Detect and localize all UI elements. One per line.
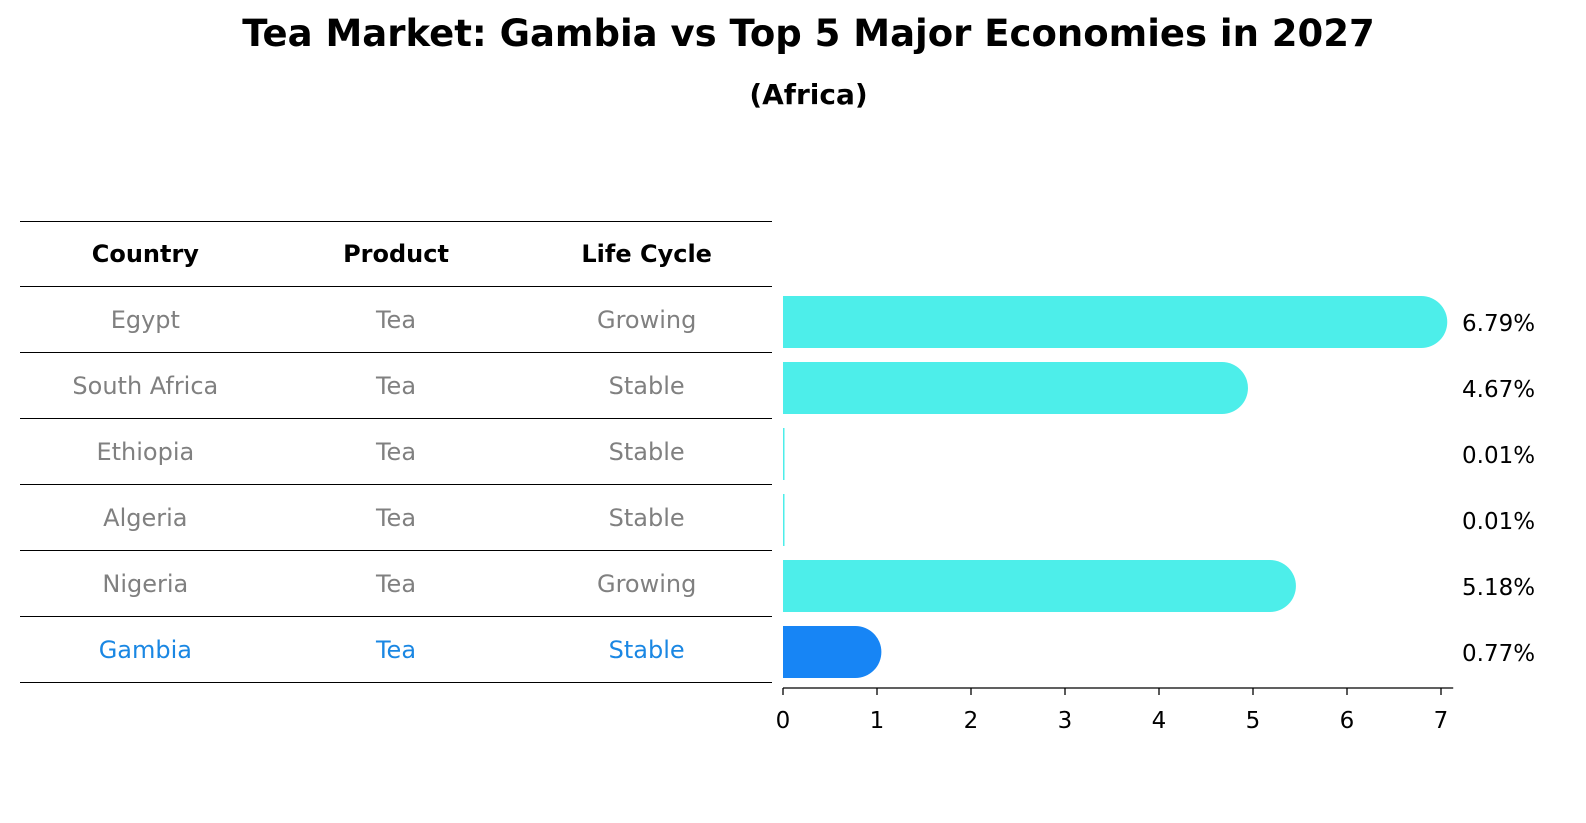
product-cell: Tea xyxy=(375,437,417,466)
country-cell: Ethiopia xyxy=(96,437,195,466)
table-row: Ethiopia Tea Stable xyxy=(20,419,772,485)
bar-south-africa xyxy=(783,362,1248,414)
table-row: Egypt Tea Growing xyxy=(20,287,772,353)
country-table: Country Product Life Cycle Egypt Tea Gro… xyxy=(20,221,772,683)
x-tick-label: 7 xyxy=(1434,708,1449,734)
table-row: Algeria Tea Stable xyxy=(20,485,772,551)
chart-title: Tea Market: Gambia vs Top 5 Major Econom… xyxy=(242,12,1375,55)
life-cycle-cell: Growing xyxy=(596,569,697,598)
country-cell: South Africa xyxy=(72,371,219,400)
value-label: 0.01% xyxy=(1462,509,1535,535)
product-cell: Tea xyxy=(375,503,417,532)
value-label: 0.77% xyxy=(1462,641,1535,667)
product-cell: Tea xyxy=(375,569,417,598)
value-label: 0.01% xyxy=(1462,443,1535,469)
x-tick-label: 3 xyxy=(1058,708,1073,734)
bar-nigeria xyxy=(783,560,1296,612)
x-tick-label: 4 xyxy=(1152,708,1167,734)
column-header-country: Country xyxy=(91,240,199,268)
table-row-highlighted: Gambia Tea Stable xyxy=(20,617,772,683)
life-cycle-cell: Stable xyxy=(608,437,685,466)
life-cycle-cell: Growing xyxy=(596,305,697,334)
table-header-row: Country Product Life Cycle xyxy=(20,221,772,287)
country-cell: Egypt xyxy=(110,305,180,334)
bar-egypt xyxy=(783,296,1448,348)
bar-chart: 6.79% 4.67% 0.01% 0.01% 5.18% 0.77% 0 1 2 3 4 5 6 7 xyxy=(776,296,1535,734)
bar-ethiopia xyxy=(783,428,785,480)
x-tick-label: 5 xyxy=(1246,708,1261,734)
x-tick-label: 2 xyxy=(964,708,979,734)
life-cycle-cell: Stable xyxy=(608,635,685,664)
column-header-product: Product xyxy=(343,240,449,268)
chart-subtitle: (Africa) xyxy=(749,78,868,111)
value-label: 5.18% xyxy=(1462,575,1535,601)
x-tick-label: 6 xyxy=(1340,708,1355,734)
column-header-life-cycle: Life Cycle xyxy=(581,240,712,268)
life-cycle-cell: Stable xyxy=(608,371,685,400)
country-cell: Nigeria xyxy=(102,569,189,598)
life-cycle-cell: Stable xyxy=(608,503,685,532)
table-row: South Africa Tea Stable xyxy=(20,353,772,419)
product-cell: Tea xyxy=(375,635,417,664)
country-cell: Algeria xyxy=(103,503,188,532)
product-cell: Tea xyxy=(375,371,417,400)
bar-gambia xyxy=(783,626,882,678)
x-tick-label: 0 xyxy=(776,708,791,734)
product-cell: Tea xyxy=(375,305,417,334)
value-label: 6.79% xyxy=(1462,311,1535,337)
table-row: Nigeria Tea Growing xyxy=(20,551,772,617)
x-tick-label: 1 xyxy=(870,708,885,734)
value-label: 4.67% xyxy=(1462,377,1535,403)
country-cell: Gambia xyxy=(98,635,192,664)
bar-algeria xyxy=(783,494,785,546)
